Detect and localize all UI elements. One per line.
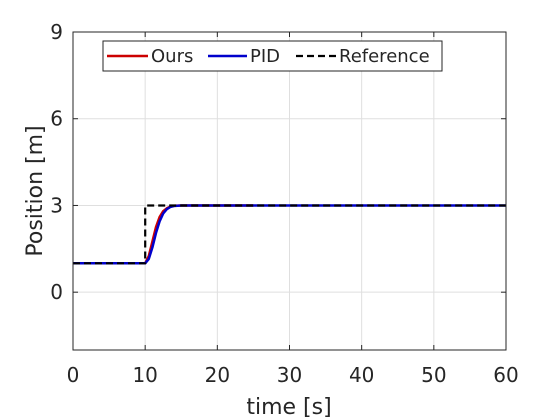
- legend: Ours PID Reference: [102, 40, 443, 72]
- y-axis-label: Position [m]: [23, 125, 48, 256]
- x-axis-label: time [s]: [246, 395, 331, 420]
- x-tick-label: 0: [67, 363, 80, 387]
- legend-label-ours: Ours: [151, 46, 193, 67]
- legend-box: [102, 40, 443, 72]
- y-tick-label: 0: [50, 280, 63, 304]
- y-tick-label: 9: [50, 20, 63, 44]
- legend-label-reference: Reference: [339, 46, 430, 67]
- series-line-reference: [73, 204, 506, 265]
- series-lines: [73, 204, 506, 265]
- x-tick-labels: 0 10 20 30 40 50 60: [67, 363, 519, 387]
- x-tick-label: 40: [349, 363, 374, 387]
- x-tick-label: 10: [132, 363, 157, 387]
- x-tick-label: 50: [421, 363, 446, 387]
- x-tick-label: 60: [493, 363, 518, 387]
- y-tick-label: 3: [50, 193, 63, 217]
- x-tick-label: 20: [205, 363, 230, 387]
- legend-label-pid: PID: [250, 46, 280, 67]
- x-tick-label: 30: [277, 363, 302, 387]
- plot-frame: [72, 31, 507, 351]
- y-tick-label: 6: [50, 107, 63, 131]
- y-tick-labels: 0 3 6 9: [50, 20, 63, 304]
